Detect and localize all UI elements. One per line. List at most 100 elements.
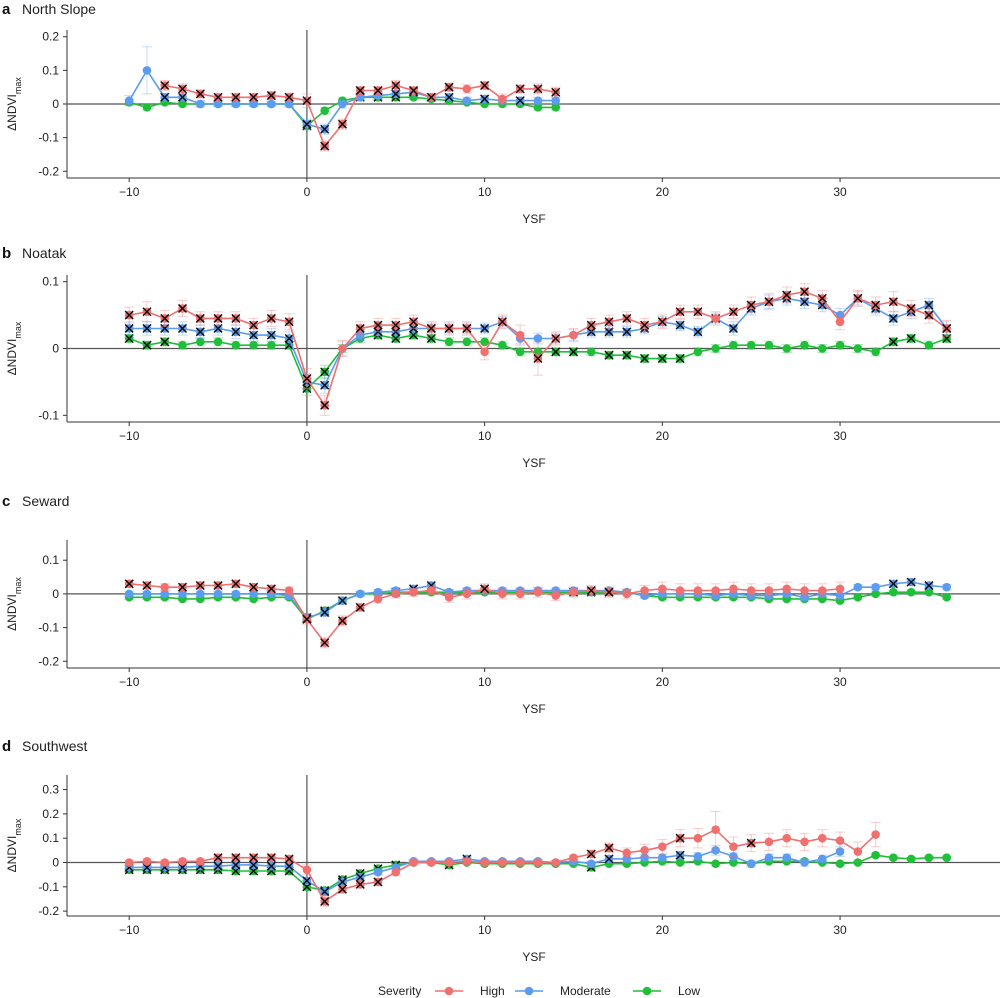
data-point xyxy=(231,99,241,109)
data-point xyxy=(142,857,152,866)
significance-mark xyxy=(195,580,205,591)
panel-letter: b xyxy=(2,245,11,262)
data-point xyxy=(764,837,774,847)
significance-mark xyxy=(320,607,330,617)
significance-mark xyxy=(888,297,898,307)
x-tick-label: 20 xyxy=(656,429,670,443)
data-point xyxy=(729,584,738,594)
data-point xyxy=(551,591,561,600)
significance-mark xyxy=(586,585,596,596)
significance-mark xyxy=(320,887,330,897)
y-tick-label: 0 xyxy=(52,587,59,601)
data-point xyxy=(498,858,507,867)
significance-mark xyxy=(320,638,330,648)
panel-title: Noatak xyxy=(22,245,67,261)
data-point xyxy=(746,340,756,350)
data-point xyxy=(373,594,383,604)
significance-mark xyxy=(888,313,898,323)
significance-mark xyxy=(160,313,170,323)
data-point xyxy=(409,587,418,597)
data-point xyxy=(906,587,916,597)
data-point xyxy=(515,589,525,599)
significance-mark xyxy=(391,320,401,330)
data-point xyxy=(853,592,863,602)
significance-mark xyxy=(249,330,259,340)
significance-mark xyxy=(782,290,792,300)
significance-mark xyxy=(124,333,134,344)
significance-mark xyxy=(728,323,738,333)
significance-mark xyxy=(284,861,294,871)
data-point xyxy=(800,592,809,602)
data-point xyxy=(835,584,845,594)
data-point xyxy=(444,858,454,867)
x-axis-label: YSF xyxy=(522,702,545,716)
significance-mark xyxy=(142,323,152,333)
significance-mark xyxy=(160,80,170,91)
significance-mark xyxy=(177,582,188,592)
data-point xyxy=(853,858,863,867)
data-point xyxy=(178,99,187,109)
significance-mark xyxy=(142,307,152,317)
y-tick-label: 0 xyxy=(52,856,59,870)
data-point xyxy=(515,858,525,867)
significance-mark xyxy=(249,320,259,330)
significance-mark xyxy=(302,614,312,624)
significance-mark xyxy=(177,303,188,313)
significance-mark xyxy=(391,80,401,91)
data-point xyxy=(764,853,774,862)
data-point xyxy=(213,99,223,109)
data-point xyxy=(391,867,401,877)
significance-mark xyxy=(373,877,383,887)
legend-marker xyxy=(524,986,534,996)
significance-mark xyxy=(124,579,134,589)
y-tick-label: 0.1 xyxy=(42,275,59,289)
significance-mark xyxy=(640,353,650,364)
data-point xyxy=(355,589,365,599)
x-tick-label: 30 xyxy=(833,675,847,689)
significance-mark xyxy=(426,92,436,102)
data-point xyxy=(569,587,578,597)
data-point xyxy=(853,582,863,592)
data-point xyxy=(924,587,934,597)
y-tick-label: -0.2 xyxy=(38,654,59,668)
data-point xyxy=(711,586,720,595)
significance-mark xyxy=(177,92,188,102)
data-point xyxy=(924,340,934,350)
significance-mark xyxy=(302,374,312,384)
series-low xyxy=(124,330,952,396)
significance-mark xyxy=(906,333,916,344)
significance-mark xyxy=(444,92,454,102)
significance-mark xyxy=(177,84,188,94)
y-tick-label: -0.1 xyxy=(38,621,59,635)
x-tick-label: 30 xyxy=(833,923,847,937)
significance-mark xyxy=(195,327,205,337)
y-axis-label: ΔNDVImax xyxy=(5,77,23,131)
data-point xyxy=(462,337,472,347)
significance-mark xyxy=(480,94,490,104)
significance-mark xyxy=(302,119,312,129)
legend-title: Severity xyxy=(378,984,421,998)
significance-mark xyxy=(266,313,276,323)
significance-mark xyxy=(444,323,454,333)
legend-label: High xyxy=(480,984,505,998)
y-axis-label: ΔNDVImax xyxy=(5,818,23,872)
data-point xyxy=(462,84,472,94)
data-point xyxy=(853,847,863,856)
significance-mark xyxy=(586,320,596,330)
data-point xyxy=(835,836,845,845)
significance-mark xyxy=(320,380,330,390)
significance-mark xyxy=(409,323,419,333)
data-point xyxy=(533,587,543,597)
data-point xyxy=(835,317,845,327)
data-point xyxy=(746,859,756,869)
x-tick-label: 30 xyxy=(833,185,847,199)
y-tick-label: -0.1 xyxy=(38,131,59,145)
significance-mark xyxy=(888,579,898,589)
significance-mark xyxy=(622,327,632,337)
series-moderate xyxy=(124,46,561,135)
significance-mark xyxy=(568,347,579,357)
data-point xyxy=(160,589,170,599)
significance-mark xyxy=(320,400,330,410)
data-point xyxy=(622,848,632,858)
data-point xyxy=(746,586,756,595)
